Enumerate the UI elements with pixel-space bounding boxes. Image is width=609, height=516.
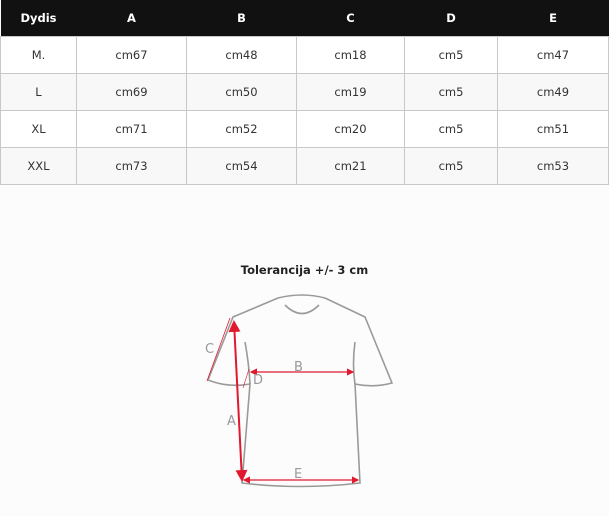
arrow-d	[242, 368, 250, 389]
tolerance-title: Tolerancija +/- 3 cm	[240, 263, 369, 277]
measurement-cell: cm69	[76, 73, 187, 111]
measurement-cell: cm54	[186, 147, 297, 185]
measurement-cell: cm5	[404, 73, 498, 111]
label-b: B	[294, 360, 303, 375]
label-e: E	[294, 467, 302, 482]
measurement-cell: cm5	[404, 110, 498, 148]
measurement-cell: cm20	[296, 110, 405, 148]
measurement-cell: cm52	[186, 110, 297, 148]
label-d: D	[253, 373, 263, 388]
measurement-cell: cm50	[186, 73, 297, 111]
table-row: XL cm71 cm52 cm20 cm5 cm51	[0, 110, 609, 148]
size-cell: XXL	[0, 147, 77, 185]
measurement-cell: cm19	[296, 73, 405, 111]
table-header-row: Dydis A B C D E	[0, 0, 609, 37]
header-b: B	[186, 0, 297, 37]
measurement-cell: cm48	[186, 36, 297, 74]
measurement-cell: cm5	[404, 36, 498, 74]
header-c: C	[296, 0, 405, 37]
measurement-cell: cm18	[296, 36, 405, 74]
measurement-cell: cm49	[497, 73, 609, 111]
header-e: E	[497, 0, 609, 37]
arrow-a	[228, 320, 248, 482]
label-a: A	[227, 414, 236, 429]
header-d: D	[404, 0, 498, 37]
measurement-cell: cm73	[76, 147, 187, 185]
size-cell: L	[0, 73, 77, 111]
measurement-cell: cm51	[497, 110, 609, 148]
header-a: A	[76, 0, 187, 37]
measurement-cell: cm53	[497, 147, 609, 185]
measurement-cell: cm5	[404, 147, 498, 185]
measurement-cell: cm21	[296, 147, 405, 185]
table-row: XXL cm73 cm54 cm21 cm5 cm53	[0, 147, 609, 185]
label-c: C	[205, 342, 214, 357]
size-cell: M.	[0, 36, 77, 74]
measurement-cell: cm67	[76, 36, 187, 74]
arrow-c	[206, 317, 231, 382]
header-size: Dydis	[0, 0, 77, 37]
tshirt-outline	[206, 294, 394, 488]
table-row: M. cm67 cm48 cm18 cm5 cm47	[0, 36, 609, 74]
